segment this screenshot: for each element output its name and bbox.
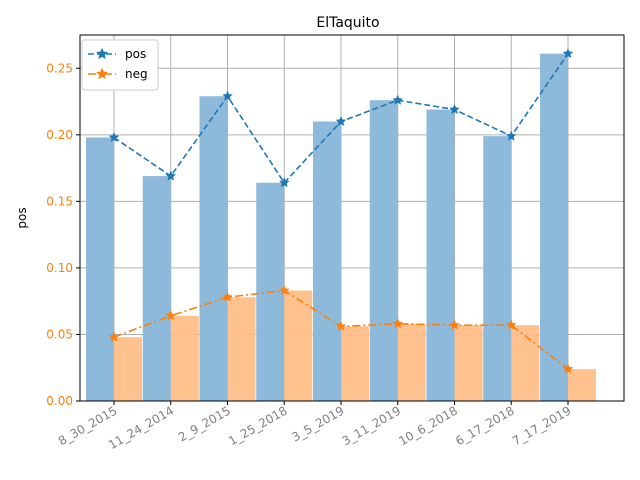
plot-frame	[79, 34, 625, 402]
series-lines	[108, 47, 574, 374]
bar-neg	[511, 325, 540, 401]
marker-pos	[222, 90, 233, 101]
marker-neg	[449, 319, 460, 330]
marker-neg	[335, 320, 347, 332]
marker-neg	[108, 331, 120, 342]
legend-box	[81, 39, 159, 91]
marker-pos	[449, 103, 460, 115]
bar-pos	[540, 53, 568, 402]
x-tick-label: 3_11_2019	[340, 403, 404, 448]
bar-neg	[341, 326, 369, 401]
marker-pos	[505, 130, 517, 141]
marker-neg	[222, 291, 233, 302]
marker-pos	[335, 115, 347, 127]
bars	[86, 53, 596, 402]
x-tick-label: 10_6_2018	[396, 403, 460, 448]
legend-label-neg: neg	[125, 67, 148, 81]
y-tick-label: 0.25	[46, 61, 73, 75]
y-tick-label: 0.00	[46, 394, 73, 408]
bar-neg	[397, 323, 426, 401]
x-tick-label: 2_9_2015	[176, 403, 233, 444]
marker-neg	[562, 363, 574, 374]
y-tick-label: 0.10	[46, 261, 73, 275]
bar-neg	[170, 315, 199, 401]
legend-marker-neg	[96, 67, 108, 80]
x-tick-label: 3_5_2019	[289, 403, 346, 444]
bar-pos	[86, 137, 114, 402]
legend-marker-pos	[96, 47, 108, 60]
x-tick-label: 7_17_2019	[510, 403, 574, 448]
marker-pos	[562, 47, 574, 59]
y-tick-label: 0.20	[46, 128, 73, 142]
marker-pos	[108, 131, 120, 143]
marker-neg	[165, 310, 177, 321]
marker-pos	[278, 177, 290, 188]
x-tick-label: 6_17_2018	[453, 403, 517, 448]
marker-pos	[165, 170, 177, 181]
y-axis-label: pos	[15, 207, 29, 228]
chart-title: ElTaquito	[316, 15, 379, 31]
bar-pos	[483, 136, 512, 401]
bar-pos	[142, 176, 171, 401]
bar-neg	[227, 297, 256, 401]
bar-pos	[199, 96, 228, 402]
y-tick-label: 0.05	[46, 327, 73, 341]
marker-neg	[505, 319, 517, 330]
bar-neg	[114, 337, 142, 401]
bar-pos	[426, 109, 455, 401]
legend: pos neg	[81, 39, 159, 91]
y-axis-ticks: 0.00 0.05 0.10 0.15 0.20 0.25	[46, 61, 80, 408]
bar-pos	[369, 100, 398, 402]
marker-pos	[392, 94, 404, 105]
y-tick-label: 0.15	[46, 194, 73, 208]
marker-neg	[392, 318, 404, 329]
bar-neg	[568, 369, 596, 401]
x-tick-label: 1_25_2018	[226, 403, 290, 448]
bar-pos	[313, 121, 341, 401]
bar-neg	[454, 325, 483, 401]
legend-label-pos: pos	[125, 47, 146, 61]
bar-neg	[284, 290, 313, 401]
marker-neg	[278, 284, 290, 296]
